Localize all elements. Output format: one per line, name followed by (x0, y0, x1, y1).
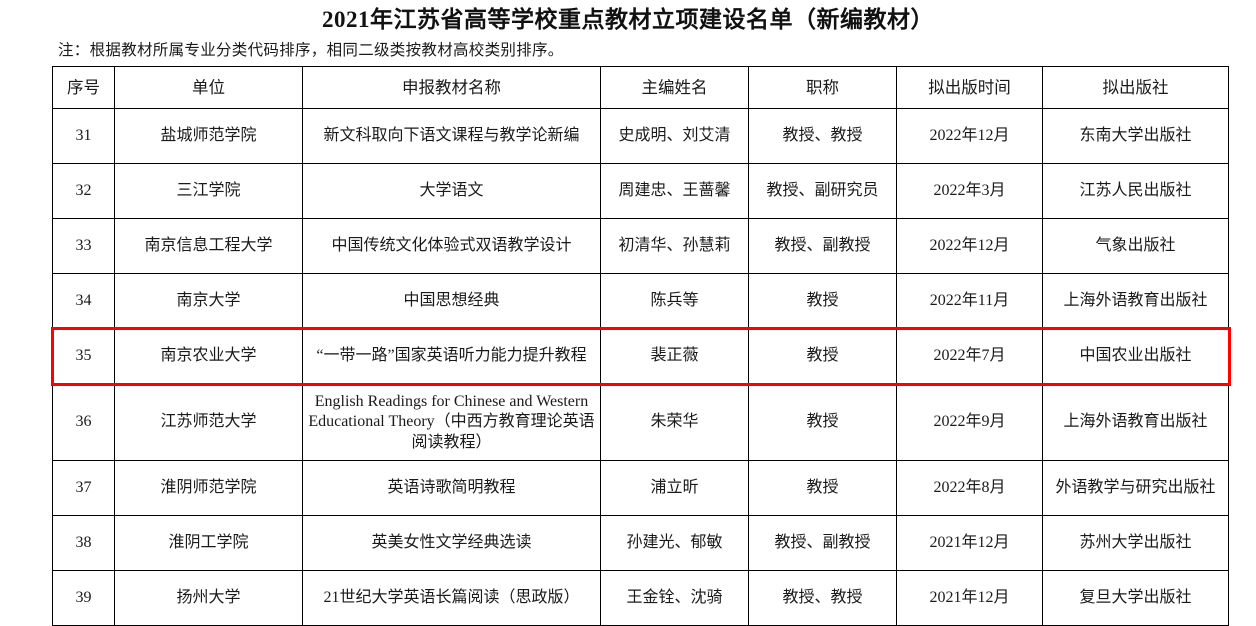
cell-unit: 淮阴师范学院 (114, 460, 303, 517)
table-header: 序号 单位 申报教材名称 主编姓名 职称 拟出版时间 拟出版社 (52, 66, 1229, 110)
cell-author: 王金铨、沈骑 (600, 570, 749, 626)
cell-title: 教授、副教授 (748, 218, 897, 275)
cell-author: 初清华、孙慧莉 (600, 218, 749, 275)
table-row: 38 淮阴工学院 英美女性文学经典选读 孙建光、郁敏 教授、副教授 2021年1… (52, 515, 1229, 572)
cell-author: 史成明、刘艾清 (600, 108, 749, 165)
cell-name: 中国思想经典 (302, 273, 601, 330)
cell-date: 2022年9月 (896, 383, 1043, 462)
column-header-date: 拟出版时间 (896, 66, 1043, 110)
table-container: 序号 单位 申报教材名称 主编姓名 职称 拟出版时间 拟出版社 31 盐城师范学… (0, 66, 1256, 626)
table-row: 36 江苏师范大学 English Readings for Chinese a… (52, 383, 1229, 462)
table-row: 33 南京信息工程大学 中国传统文化体验式双语教学设计 初清华、孙慧莉 教授、副… (52, 218, 1229, 275)
cell-author: 浦立昕 (600, 460, 749, 517)
cell-name: 英美女性文学经典选读 (302, 515, 601, 572)
cell-author: 周建忠、王蔷馨 (600, 163, 749, 220)
cell-publisher: 上海外语教育出版社 (1042, 383, 1229, 462)
table-row: 31 盐城师范学院 新文科取向下语文课程与教学论新编 史成明、刘艾清 教授、教授… (52, 108, 1229, 165)
cell-publisher: 江苏人民出版社 (1042, 163, 1229, 220)
cell-index: 37 (52, 460, 115, 517)
cell-title: 教授、教授 (748, 108, 897, 165)
cell-name: 21世纪大学英语长篇阅读（思政版） (302, 570, 601, 626)
cell-date: 2022年12月 (896, 218, 1043, 275)
cell-publisher: 复旦大学出版社 (1042, 570, 1229, 626)
cell-unit: 南京大学 (114, 273, 303, 330)
cell-unit: 江苏师范大学 (114, 383, 303, 462)
cell-index: 31 (52, 108, 115, 165)
table-row: 34 南京大学 中国思想经典 陈兵等 教授 2022年11月 上海外语教育出版社 (52, 273, 1229, 330)
cell-date: 2022年7月 (896, 328, 1043, 385)
cell-title: 教授 (748, 460, 897, 517)
cell-name: English Readings for Chinese and Western… (302, 383, 601, 462)
cell-title: 教授 (748, 383, 897, 462)
cell-publisher: 东南大学出版社 (1042, 108, 1229, 165)
column-header-author: 主编姓名 (600, 66, 749, 110)
column-header-unit: 单位 (114, 66, 303, 110)
cell-title: 教授、副教授 (748, 515, 897, 572)
document-page: 2021年江苏省高等学校重点教材立项建设名单（新编教材） 注：根据教材所属专业分… (50, 7, 1231, 626)
cell-index: 35 (52, 328, 115, 385)
cell-title: 教授 (748, 328, 897, 385)
cell-publisher: 上海外语教育出版社 (1042, 273, 1229, 330)
cell-index: 39 (52, 570, 115, 626)
cell-author: 孙建光、郁敏 (600, 515, 749, 572)
table-row: 37 淮阴师范学院 英语诗歌简明教程 浦立昕 教授 2022年8月 外语教学与研… (52, 460, 1229, 517)
table-body: 31 盐城师范学院 新文科取向下语文课程与教学论新编 史成明、刘艾清 教授、教授… (52, 108, 1229, 626)
cell-title: 教授、副研究员 (748, 163, 897, 220)
table-row: 32 三江学院 大学语文 周建忠、王蔷馨 教授、副研究员 2022年3月 江苏人… (52, 163, 1229, 220)
column-header-index: 序号 (52, 66, 115, 110)
cell-publisher: 中国农业出版社 (1042, 328, 1229, 385)
cell-date: 2022年12月 (896, 108, 1043, 165)
column-header-publisher: 拟出版社 (1042, 66, 1229, 110)
cell-unit: 淮阴工学院 (114, 515, 303, 572)
column-header-name: 申报教材名称 (302, 66, 601, 110)
cell-name: 新文科取向下语文课程与教学论新编 (302, 108, 601, 165)
cell-name: 英语诗歌简明教程 (302, 460, 601, 517)
cell-index: 36 (52, 383, 115, 462)
cell-author: 朱荣华 (600, 383, 749, 462)
cell-name: 大学语文 (302, 163, 601, 220)
cell-date: 2021年12月 (896, 515, 1043, 572)
cell-date: 2022年8月 (896, 460, 1043, 517)
document-note: 注：根据教材所属专业分类代码排序，相同二级类按教材高校类别排序。 (58, 41, 564, 59)
cell-index: 38 (52, 515, 115, 572)
page-title: 2021年江苏省高等学校重点教材立项建设名单（新编教材） (322, 7, 934, 32)
textbook-listing-table: 序号 单位 申报教材名称 主编姓名 职称 拟出版时间 拟出版社 31 盐城师范学… (52, 66, 1229, 626)
cell-date: 2021年12月 (896, 570, 1043, 626)
cell-publisher: 苏州大学出版社 (1042, 515, 1229, 572)
table-header-row: 序号 单位 申报教材名称 主编姓名 职称 拟出版时间 拟出版社 (52, 66, 1229, 110)
cell-title: 教授 (748, 273, 897, 330)
cell-unit: 南京信息工程大学 (114, 218, 303, 275)
cell-date: 2022年3月 (896, 163, 1043, 220)
table-row: 39 扬州大学 21世纪大学英语长篇阅读（思政版） 王金铨、沈骑 教授、教授 2… (52, 570, 1229, 626)
cell-index: 33 (52, 218, 115, 275)
cell-unit: 扬州大学 (114, 570, 303, 626)
column-header-title: 职称 (748, 66, 897, 110)
cell-author: 裴正薇 (600, 328, 749, 385)
cell-name: 中国传统文化体验式双语教学设计 (302, 218, 601, 275)
cell-name: “一带一路”国家英语听力能力提升教程 (302, 328, 601, 385)
cell-unit: 南京农业大学 (114, 328, 303, 385)
cell-index: 34 (52, 273, 115, 330)
cell-date: 2022年11月 (896, 273, 1043, 330)
cell-publisher: 气象出版社 (1042, 218, 1229, 275)
cell-title: 教授、教授 (748, 570, 897, 626)
cell-index: 32 (52, 163, 115, 220)
cell-unit: 盐城师范学院 (114, 108, 303, 165)
cell-unit: 三江学院 (114, 163, 303, 220)
table-row-highlighted: 35 南京农业大学 “一带一路”国家英语听力能力提升教程 裴正薇 教授 2022… (52, 328, 1229, 385)
cell-author: 陈兵等 (600, 273, 749, 330)
cell-publisher: 外语教学与研究出版社 (1042, 460, 1229, 517)
